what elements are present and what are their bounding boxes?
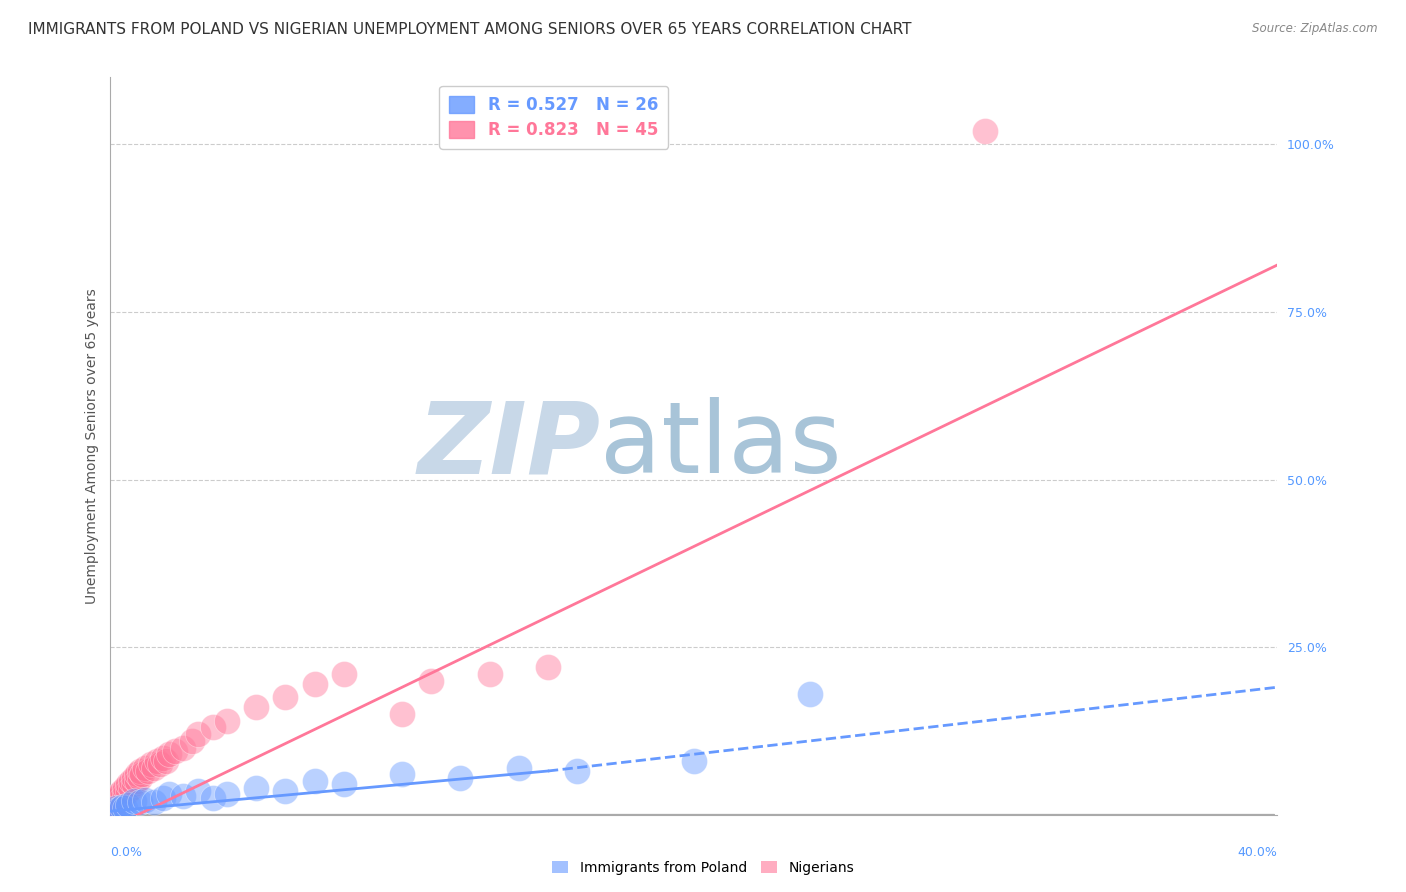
Point (117, 777, 139, 791)
Point (108, 788, 131, 802)
Point (128, 764, 150, 778)
Point (120, 780, 142, 795)
Point (157, 788, 180, 802)
Point (537, 660, 560, 674)
Point (172, 789, 194, 803)
Point (117, 784, 139, 798)
Point (449, 771, 471, 785)
Point (122, 794, 145, 808)
Point (201, 790, 224, 805)
Legend: R = 0.527   N = 26, R = 0.823   N = 45: R = 0.527 N = 26, R = 0.823 N = 45 (440, 86, 668, 149)
Point (245, 780, 267, 795)
Point (274, 690, 297, 705)
Point (143, 796, 166, 810)
Point (131, 767, 153, 781)
Point (111, 790, 134, 805)
Point (478, 666, 501, 681)
Point (304, 677, 326, 691)
Point (128, 771, 150, 785)
Point (111, 799, 134, 814)
Point (128, 796, 150, 810)
Point (125, 767, 148, 781)
Point (141, 757, 163, 772)
Point (152, 750, 174, 764)
Point (120, 774, 142, 789)
Point (508, 761, 530, 775)
Point (146, 754, 169, 768)
Point (103, 794, 125, 808)
Point (108, 802, 131, 816)
Point (187, 784, 209, 798)
Y-axis label: Unemployment Among Seniors over 65 years: Unemployment Among Seniors over 65 years (86, 288, 100, 604)
Point (163, 744, 186, 758)
Text: 0.0%: 0.0% (111, 847, 142, 859)
Text: Source: ZipAtlas.com: Source: ZipAtlas.com (1253, 22, 1378, 36)
Point (217, 788, 239, 802)
Point (682, 754, 704, 768)
Point (111, 784, 134, 798)
Point (332, 777, 354, 791)
Point (172, 740, 194, 755)
Point (122, 777, 145, 791)
Point (391, 767, 413, 781)
Point (114, 788, 136, 802)
Point (201, 721, 224, 735)
Point (181, 734, 204, 748)
Point (157, 747, 180, 762)
Point (136, 764, 159, 778)
Point (799, 687, 821, 701)
Point (134, 761, 156, 775)
Point (565, 764, 588, 778)
Point (114, 801, 136, 815)
Point (108, 794, 131, 808)
Point (103, 801, 125, 815)
Point (122, 771, 145, 785)
Point (149, 757, 172, 772)
Point (125, 774, 148, 789)
Point (245, 700, 267, 714)
Point (420, 673, 443, 688)
Point (274, 784, 297, 798)
Point (105, 790, 128, 805)
Text: 40.0%: 40.0% (1237, 847, 1277, 859)
Point (117, 797, 139, 812)
Point (304, 774, 326, 789)
Legend: Immigrants from Poland, Nigerians: Immigrants from Poland, Nigerians (546, 855, 860, 880)
Point (105, 797, 128, 812)
Point (217, 714, 239, 728)
Point (332, 666, 354, 681)
Point (143, 761, 166, 775)
Point (152, 790, 174, 805)
Point (187, 727, 209, 741)
Point (103, 804, 125, 818)
Point (391, 706, 413, 721)
Point (155, 754, 177, 768)
Point (134, 793, 156, 807)
Point (105, 801, 128, 815)
Text: ZIP: ZIP (418, 398, 600, 494)
Point (974, 124, 997, 138)
Point (114, 780, 136, 795)
Text: IMMIGRANTS FROM POLAND VS NIGERIAN UNEMPLOYMENT AMONG SENIORS OVER 65 YEARS CORR: IMMIGRANTS FROM POLAND VS NIGERIAN UNEMP… (28, 22, 911, 37)
Text: atlas: atlas (600, 398, 842, 494)
